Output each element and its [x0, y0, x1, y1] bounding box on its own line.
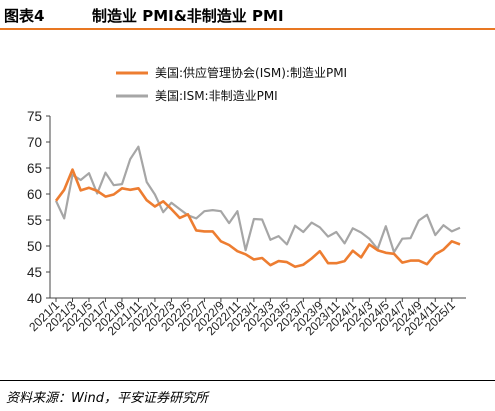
- y-tick-label: 70: [27, 135, 42, 150]
- x-axis: 2021/12021/32021/52021/72021/92021/11202…: [26, 297, 466, 338]
- figure-label: 图表4: [4, 7, 45, 25]
- y-axis: 40 45 50 55 60 65 70 75: [27, 109, 51, 306]
- figure-footer: 资料来源：Wind，平安证券研究所: [0, 380, 495, 411]
- figure-header: 图表4 制造业 PMI&非制造业 PMI: [0, 0, 495, 30]
- legend-label-manufacturing: 美国:供应管理协会(ISM):制造业PMI: [155, 65, 347, 80]
- y-tick-label: 45: [27, 265, 42, 280]
- series-line-manufacturing: [54, 168, 461, 269]
- series-line-non-manufacturing: [55, 145, 461, 254]
- y-tick-label: 65: [27, 161, 42, 176]
- y-tick-label: 50: [27, 239, 42, 254]
- y-tick-label: 60: [27, 187, 42, 202]
- figure-title: 制造业 PMI&非制造业 PMI: [92, 7, 284, 25]
- y-tick-label: 75: [27, 109, 42, 124]
- source-note: 资料来源：Wind，平安证券研究所: [6, 391, 208, 406]
- y-tick-label: 55: [27, 213, 42, 228]
- series-lines: [54, 145, 461, 269]
- pmi-line-chart: 美国:供应管理协会(ISM):制造业PMI 美国:ISM:非制造业PMI 404…: [26, 65, 466, 338]
- chart-legend: 美国:供应管理协会(ISM):制造业PMI 美国:ISM:非制造业PMI: [116, 65, 347, 103]
- legend-label-non-manufacturing: 美国:ISM:非制造业PMI: [155, 89, 278, 103]
- y-tick-label: 40: [27, 291, 42, 306]
